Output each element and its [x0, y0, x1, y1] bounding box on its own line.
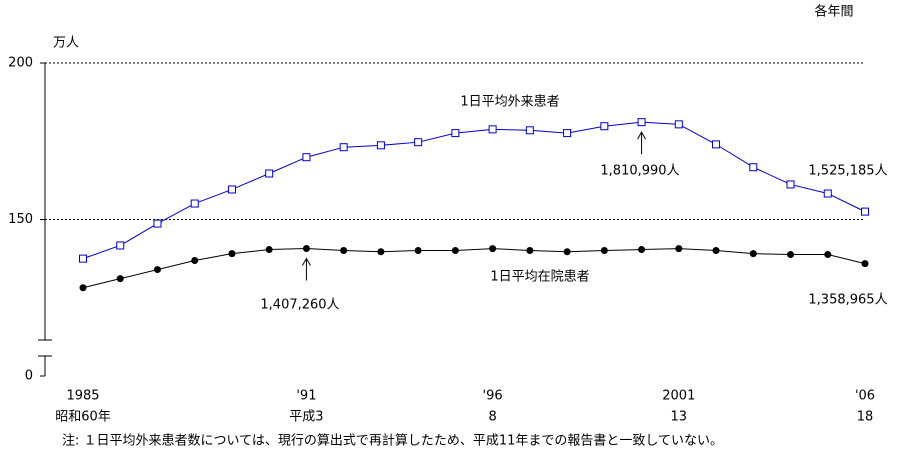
marker	[563, 248, 571, 256]
y-tick-label: 200	[8, 56, 33, 71]
marker	[376, 141, 385, 150]
marker	[414, 246, 422, 254]
marker	[525, 126, 534, 135]
marker	[451, 246, 459, 254]
marker	[674, 120, 683, 129]
series-label: 1日平均外来患者	[460, 95, 559, 110]
arrow-head	[301, 257, 311, 266]
era-tick-label: 18	[857, 410, 874, 425]
marker	[488, 125, 497, 134]
marker	[227, 185, 236, 194]
era-tick-label: 8	[488, 410, 496, 425]
marker	[451, 129, 460, 138]
marker	[675, 245, 683, 253]
marker	[191, 257, 199, 265]
x-tick-label: 2001	[662, 389, 695, 404]
marker	[749, 163, 758, 172]
marker	[377, 248, 385, 256]
series-label: 1日平均在院患者	[490, 270, 589, 285]
value-label: 1,358,965人	[808, 293, 887, 308]
period-label: 各年間	[814, 4, 853, 20]
y-tick-label: 150	[8, 212, 33, 227]
marker	[302, 153, 311, 162]
marker	[749, 250, 757, 258]
value-label: 1,810,990人	[600, 164, 679, 179]
marker	[638, 246, 646, 254]
arrow-head	[637, 131, 647, 140]
marker	[823, 189, 832, 198]
marker	[340, 246, 348, 254]
y-tick-label: 0	[25, 369, 33, 384]
marker	[824, 251, 832, 259]
era-tick-label: 13	[671, 410, 688, 425]
marker	[861, 260, 869, 268]
marker	[265, 246, 273, 254]
unit-label: 万人	[53, 36, 79, 51]
marker	[526, 246, 534, 254]
marker	[489, 245, 497, 253]
marker	[228, 250, 236, 258]
marker	[786, 180, 795, 189]
era-tick-label: 昭和60年	[55, 410, 111, 425]
x-tick-label: '91	[296, 389, 316, 404]
x-tick-label: 1985	[66, 389, 99, 404]
series-line	[82, 248, 866, 289]
marker	[116, 241, 125, 250]
marker	[79, 254, 87, 263]
marker	[414, 138, 423, 147]
marker	[563, 129, 572, 138]
series-line	[82, 121, 866, 260]
marker	[190, 199, 199, 208]
x-tick-label: '06	[855, 389, 875, 404]
marker	[265, 169, 274, 178]
marker	[153, 266, 161, 274]
x-tick-label: '96	[483, 389, 503, 404]
marker	[153, 219, 162, 228]
marker	[861, 207, 869, 216]
value-label: 1,407,260人	[260, 298, 339, 313]
marker	[637, 118, 646, 127]
marker	[302, 245, 310, 253]
value-label: 1,525,185人	[808, 164, 887, 179]
marker	[712, 246, 720, 254]
marker	[79, 284, 87, 292]
marker	[600, 122, 609, 131]
note: 注: １日平均外来患者数については、現行の算出式で再計算したため、平成11年まで…	[62, 433, 723, 449]
marker	[116, 275, 124, 283]
marker	[600, 246, 608, 254]
marker	[339, 143, 348, 152]
marker	[787, 251, 795, 259]
marker	[712, 140, 721, 149]
era-tick-label: 平成3	[289, 410, 323, 425]
